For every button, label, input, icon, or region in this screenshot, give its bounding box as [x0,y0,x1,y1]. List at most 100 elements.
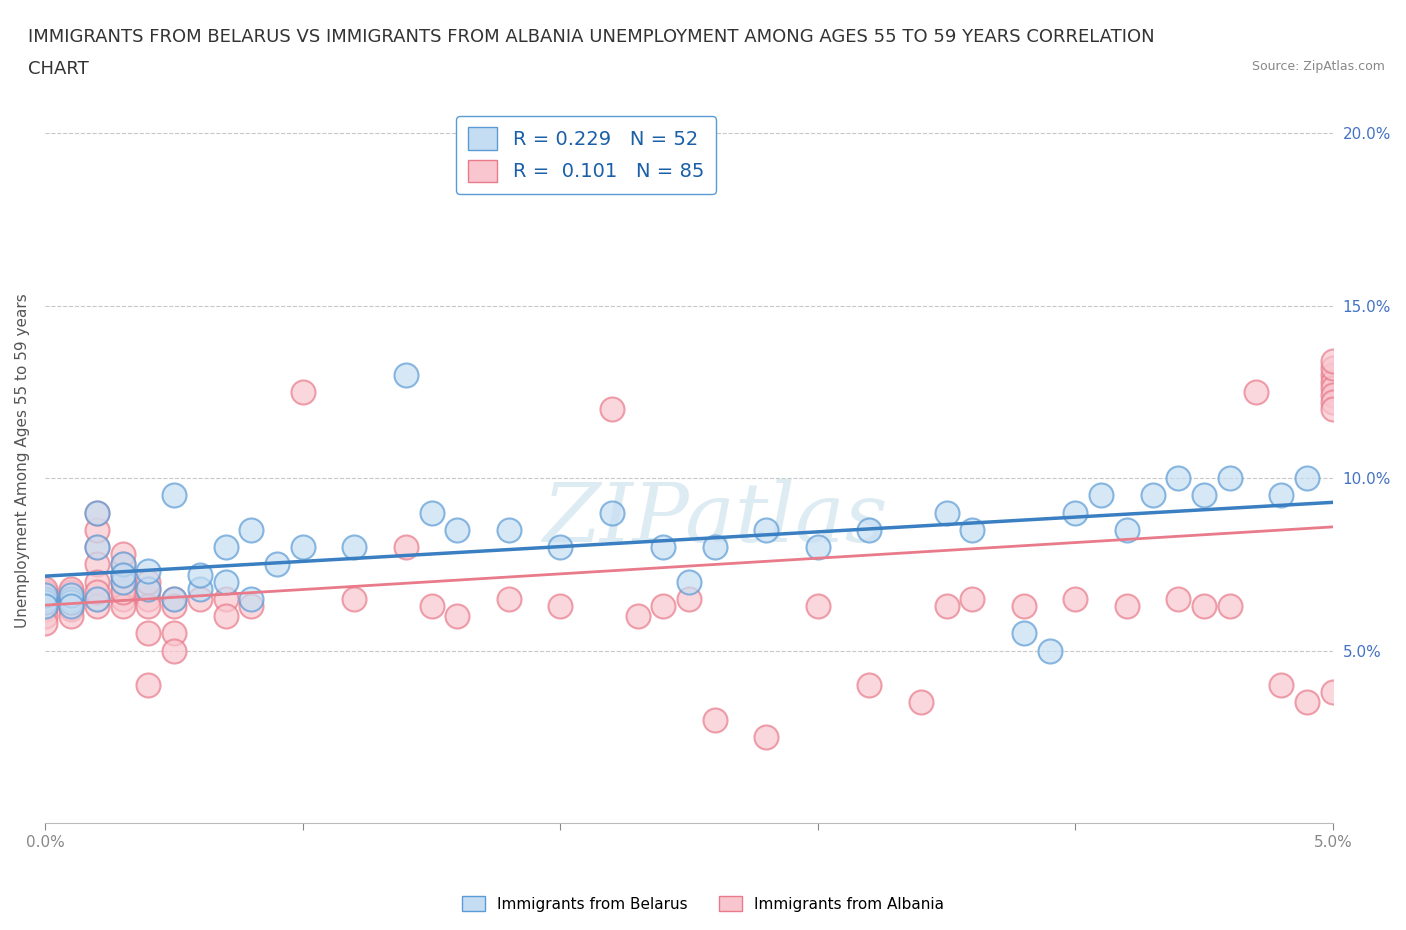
Point [1296,695,1319,710]
Point [60,591,83,606]
Point [34,581,56,596]
Point [1167,471,1189,485]
Point [858,678,880,693]
Point [1270,678,1292,693]
Point [1322,388,1344,403]
Point [1012,626,1035,641]
Point [1090,488,1112,503]
Point [962,523,984,538]
Point [1142,488,1164,503]
Point [111,567,134,582]
Point [1012,598,1035,613]
Point [1322,374,1344,389]
Point [34,591,56,606]
Point [1244,384,1267,399]
Point [163,591,186,606]
Point [1167,591,1189,606]
Point [86,574,108,589]
Point [86,505,108,520]
Point [498,591,520,606]
Point [935,505,957,520]
Point [86,591,108,606]
Point [111,585,134,600]
Text: IMMIGRANTS FROM BELARUS VS IMMIGRANTS FROM ALBANIA UNEMPLOYMENT AMONG AGES 55 TO: IMMIGRANTS FROM BELARUS VS IMMIGRANTS FR… [28,28,1154,46]
Point [136,678,159,693]
Point [291,539,314,554]
Point [34,595,56,610]
Point [86,539,108,554]
Point [111,598,134,613]
Point [703,712,725,727]
Point [703,539,725,554]
Point [1322,367,1344,382]
Point [550,539,572,554]
Point [420,505,443,520]
Point [86,557,108,572]
Point [1322,684,1344,699]
Point [807,598,830,613]
Point [1115,598,1137,613]
Point [34,591,56,606]
Point [34,602,56,617]
Point [34,598,56,613]
Point [678,591,700,606]
Point [1296,471,1319,485]
Point [136,564,159,578]
Text: ZIPatlas: ZIPatlas [543,479,887,559]
Point [755,729,778,744]
Point [60,608,83,623]
Point [962,591,984,606]
Point [1064,591,1087,606]
Point [266,557,288,572]
Point [446,608,468,623]
Point [910,695,932,710]
Point [86,598,108,613]
Point [498,523,520,538]
Point [136,581,159,596]
Point [60,588,83,603]
Point [136,626,159,641]
Point [136,574,159,589]
Point [214,608,236,623]
Point [214,591,236,606]
Point [34,616,56,631]
Point [60,598,83,613]
Point [163,591,186,606]
Point [34,608,56,623]
Point [214,539,236,554]
Text: CHART: CHART [28,60,89,78]
Point [446,523,468,538]
Point [343,591,366,606]
Y-axis label: Unemployment Among Ages 55 to 59 years: Unemployment Among Ages 55 to 59 years [15,294,30,629]
Point [1115,523,1137,538]
Point [163,626,186,641]
Point [652,539,675,554]
Point [136,598,159,613]
Point [111,547,134,562]
Point [34,588,56,603]
Point [188,581,211,596]
Point [111,574,134,589]
Point [1322,395,1344,410]
Point [136,591,159,606]
Point [626,608,648,623]
Point [136,581,159,596]
Point [291,384,314,399]
Point [60,595,83,610]
Point [420,598,443,613]
Point [60,585,83,600]
Point [1219,598,1241,613]
Point [1270,488,1292,503]
Point [1322,381,1344,396]
Point [163,488,186,503]
Point [395,367,418,382]
Point [111,557,134,572]
Point [600,402,623,417]
Point [652,598,675,613]
Point [1192,488,1215,503]
Point [188,567,211,582]
Point [111,591,134,606]
Point [34,588,56,603]
Text: Source: ZipAtlas.com: Source: ZipAtlas.com [1251,60,1385,73]
Legend: R = 0.229   N = 52, R =  0.101   N = 85: R = 0.229 N = 52, R = 0.101 N = 85 [457,115,716,193]
